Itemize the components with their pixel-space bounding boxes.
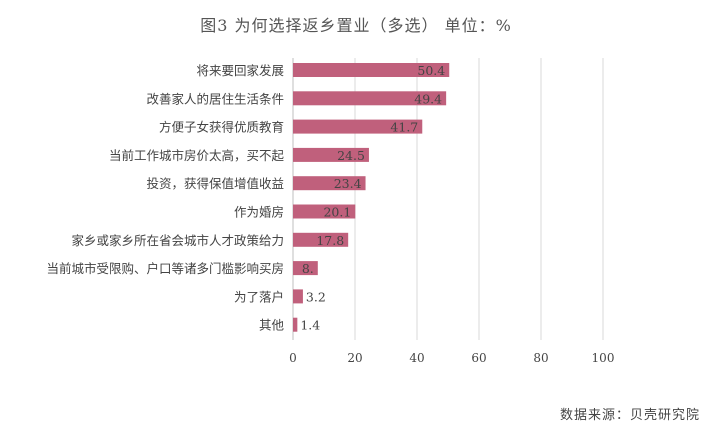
category-label: 将来要回家发展 [196, 63, 284, 78]
value-label: 49.4 [414, 91, 442, 106]
x-tick-label: 100 [592, 351, 615, 365]
x-tick-label: 20 [347, 351, 362, 365]
category-label: 方便子女获得优质教育 [159, 120, 284, 135]
bar [293, 119, 423, 134]
category-label: 当前工作城市房价太高，买不起 [109, 148, 285, 163]
bar [293, 63, 450, 77]
category-label: 改善家人的居住生活条件 [146, 91, 284, 106]
value-label: 23.4 [334, 176, 362, 191]
value-label: 20.1 [323, 205, 351, 220]
bar [293, 204, 356, 219]
bar [293, 147, 369, 162]
bar [293, 261, 318, 276]
source-note: 数据来源：贝壳研究院 [559, 408, 700, 423]
x-tick-label: 60 [471, 351, 486, 365]
bar [293, 91, 447, 106]
value-label: 41.7 [390, 120, 418, 135]
value-label: 3.2 [306, 289, 326, 304]
category-label: 为了落户 [234, 289, 284, 304]
value-label: 1.4 [300, 318, 320, 333]
x-tick-label: 0 [289, 351, 297, 365]
value-label: 8. [302, 261, 314, 276]
value-label: 50.4 [417, 63, 445, 78]
category-label: 家乡或家乡所在省会城市人才政策给力 [71, 233, 284, 248]
chart-title: 图3 为何选择返乡置业（多选） 单位：% [200, 16, 512, 35]
bar [293, 232, 349, 247]
value-label: 17.8 [316, 233, 344, 248]
value-labels: 50.4 49.4 41.7 24.5 23.4 20.1 17.88. 3.2 1.4 [300, 63, 445, 333]
value-label: 24.5 [337, 148, 365, 163]
category-label: 作为婚房 [234, 205, 284, 220]
bars [293, 63, 450, 332]
x-axis-ticks: 0 20 40 60 80 100 [289, 351, 614, 365]
category-label: 其他 [259, 318, 285, 333]
category-label: 当前城市受限购、户口等诸多门槛影响买房 [46, 261, 284, 276]
category-label: 投资，获得保值增值收益 [146, 176, 284, 191]
category-labels: 将来要回家发展改善家人的居住生活条件方便子女获得优质教育当前工作城市房价太高，买… [46, 63, 284, 333]
x-tick-label: 40 [409, 351, 424, 365]
bar [293, 317, 298, 332]
bar [293, 176, 366, 191]
x-tick-label: 80 [533, 351, 548, 365]
bar [293, 289, 303, 304]
